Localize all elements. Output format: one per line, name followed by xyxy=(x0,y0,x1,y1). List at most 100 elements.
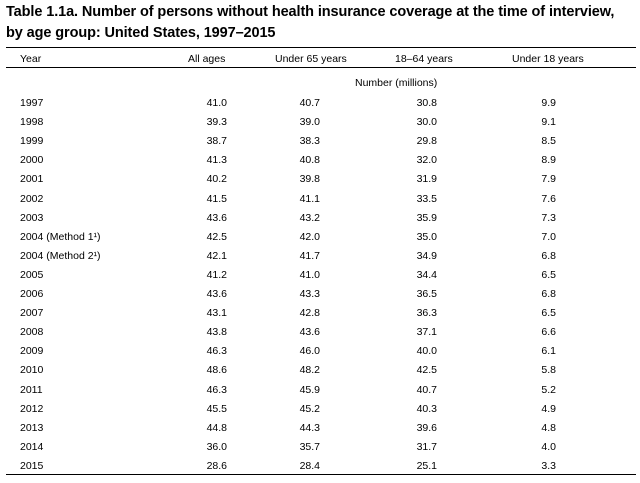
cell-year: 2015 xyxy=(20,460,44,472)
cell-all-ages: 42.5 xyxy=(206,231,227,243)
cell-year: 2006 xyxy=(20,288,44,300)
cell-under-18: 6.8 xyxy=(541,250,556,262)
cell-18-64: 40.0 xyxy=(416,345,437,357)
cell-all-ages: 36.0 xyxy=(206,441,227,453)
cell-under-65: 42.8 xyxy=(299,307,320,319)
cell-under-65: 43.6 xyxy=(299,326,320,338)
cell-under-18: 7.0 xyxy=(541,231,556,243)
cell-year: 2012 xyxy=(20,403,44,415)
cell-18-64: 35.0 xyxy=(416,231,437,243)
cell-year: 2013 xyxy=(20,422,44,434)
cell-under-18: 9.9 xyxy=(541,97,556,109)
cell-under-18: 7.9 xyxy=(541,173,556,185)
cell-all-ages: 43.6 xyxy=(206,288,227,300)
cell-under-65: 38.3 xyxy=(299,135,320,147)
cell-all-ages: 28.6 xyxy=(206,460,227,472)
cell-year: 2008 xyxy=(20,326,44,338)
header-18-64: 18–64 years xyxy=(395,53,453,65)
cell-under-18: 5.2 xyxy=(541,384,556,396)
cell-under-18: 6.1 xyxy=(541,345,556,357)
cell-under-18: 5.8 xyxy=(541,364,556,376)
cell-year: 1999 xyxy=(20,135,44,147)
cell-year: 2005 xyxy=(20,269,44,281)
unit-label: Number (millions) xyxy=(355,77,438,89)
cell-under-65: 43.3 xyxy=(299,288,320,300)
cell-year: 2002 xyxy=(20,193,44,205)
cell-year: 2009 xyxy=(20,345,44,357)
table-title: Table 1.1a. Number of persons without he… xyxy=(6,2,636,44)
cell-18-64: 37.1 xyxy=(416,326,437,338)
cell-year: 2014 xyxy=(20,441,44,453)
cell-under-65: 46.0 xyxy=(299,345,320,357)
cell-under-65: 45.9 xyxy=(299,384,320,396)
cell-all-ages: 38.7 xyxy=(206,135,227,147)
cell-all-ages: 43.6 xyxy=(206,212,227,224)
cell-under-65: 35.7 xyxy=(299,441,320,453)
cell-under-18: 8.5 xyxy=(541,135,556,147)
cell-under-65: 41.1 xyxy=(299,193,320,205)
cell-year: 2000 xyxy=(20,154,44,166)
cell-all-ages: 41.2 xyxy=(206,269,227,281)
header-rule xyxy=(6,67,636,68)
cell-year: 2010 xyxy=(20,364,44,376)
cell-under-18: 6.6 xyxy=(541,326,556,338)
cell-under-18: 7.6 xyxy=(541,193,556,205)
cell-under-18: 7.3 xyxy=(541,212,556,224)
cell-under-65: 40.8 xyxy=(299,154,320,166)
cell-under-18: 9.1 xyxy=(541,116,556,128)
cell-under-18: 6.5 xyxy=(541,307,556,319)
cell-all-ages: 42.1 xyxy=(206,250,227,262)
cell-under-18: 4.8 xyxy=(541,422,556,434)
cell-under-18: 4.0 xyxy=(541,441,556,453)
cell-under-18: 6.8 xyxy=(541,288,556,300)
cell-year: 2007 xyxy=(20,307,44,319)
header-under-65: Under 65 years xyxy=(275,53,347,65)
cell-all-ages: 48.6 xyxy=(206,364,227,376)
cell-all-ages: 41.5 xyxy=(206,193,227,205)
cell-18-64: 30.8 xyxy=(416,97,437,109)
cell-under-65: 41.0 xyxy=(299,269,320,281)
cell-under-65: 39.0 xyxy=(299,116,320,128)
cell-18-64: 36.5 xyxy=(416,288,437,300)
cell-under-18: 3.3 xyxy=(541,460,556,472)
header-all-ages: All ages xyxy=(188,53,226,65)
cell-18-64: 40.7 xyxy=(416,384,437,396)
cell-year: 1997 xyxy=(20,97,44,109)
cell-year: 2004 (Method 1¹) xyxy=(20,231,101,243)
cell-under-65: 48.2 xyxy=(299,364,320,376)
cell-18-64: 32.0 xyxy=(416,154,437,166)
cell-year: 2004 (Method 2¹) xyxy=(20,250,101,262)
cell-under-65: 28.4 xyxy=(299,460,320,472)
cell-year: 2001 xyxy=(20,173,44,185)
cell-all-ages: 46.3 xyxy=(206,345,227,357)
cell-18-64: 29.8 xyxy=(416,135,437,147)
cell-all-ages: 45.5 xyxy=(206,403,227,415)
cell-18-64: 36.3 xyxy=(416,307,437,319)
cell-under-65: 43.2 xyxy=(299,212,320,224)
cell-all-ages: 40.2 xyxy=(206,173,227,185)
cell-under-65: 41.7 xyxy=(299,250,320,262)
cell-all-ages: 39.3 xyxy=(206,116,227,128)
cell-year: 1998 xyxy=(20,116,44,128)
cell-18-64: 25.1 xyxy=(416,460,437,472)
cell-all-ages: 41.0 xyxy=(206,97,227,109)
cell-under-18: 6.5 xyxy=(541,269,556,281)
cell-under-65: 42.0 xyxy=(299,231,320,243)
cell-all-ages: 46.3 xyxy=(206,384,227,396)
cell-under-65: 39.8 xyxy=(299,173,320,185)
cell-18-64: 40.3 xyxy=(416,403,437,415)
cell-all-ages: 41.3 xyxy=(206,154,227,166)
header-under-18: Under 18 years xyxy=(512,53,584,65)
cell-18-64: 31.7 xyxy=(416,441,437,453)
cell-18-64: 31.9 xyxy=(416,173,437,185)
table-title-line-1: Table 1.1a. Number of persons without he… xyxy=(6,4,615,20)
cell-18-64: 35.9 xyxy=(416,212,437,224)
cell-under-18: 4.9 xyxy=(541,403,556,415)
top-rule xyxy=(6,47,636,48)
cell-18-64: 33.5 xyxy=(416,193,437,205)
cell-under-65: 40.7 xyxy=(299,97,320,109)
cell-18-64: 34.9 xyxy=(416,250,437,262)
cell-year: 2011 xyxy=(20,384,43,396)
cell-under-18: 8.9 xyxy=(541,154,556,166)
cell-18-64: 30.0 xyxy=(416,116,437,128)
